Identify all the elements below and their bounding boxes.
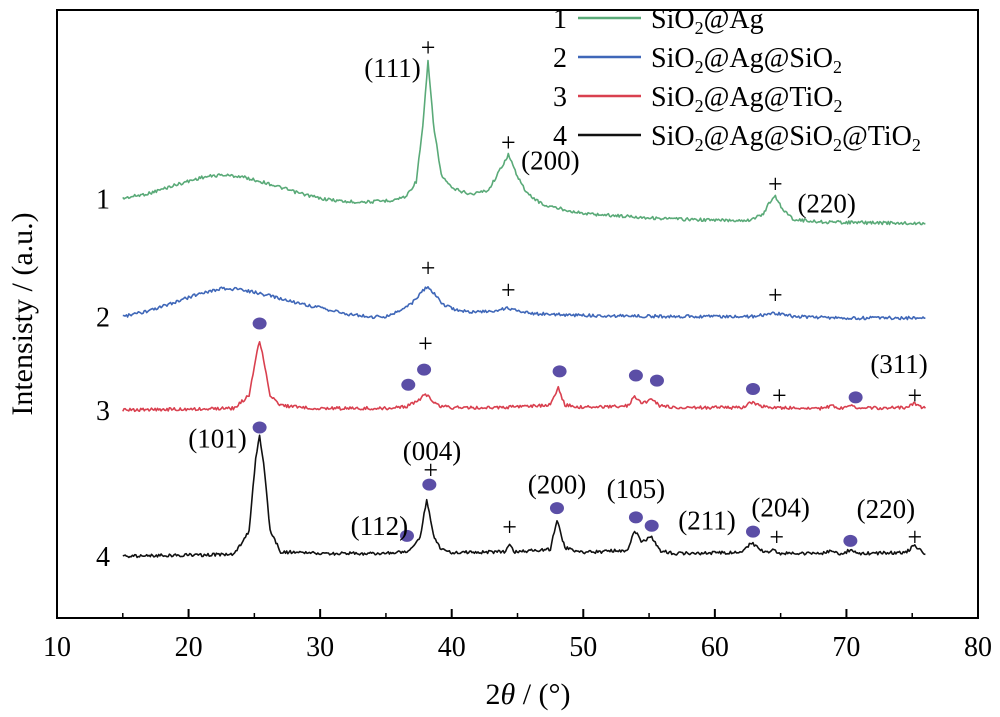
plus-marker: + [908,523,923,552]
legend-number: 2 [553,43,567,74]
circle-marker [417,363,432,376]
legend-number: 4 [553,121,567,152]
peak-label: (204) [751,492,809,522]
peak-label: (112) [351,511,408,541]
curve-label-1: 1 [96,184,110,215]
plus-marker: + [772,381,787,410]
series-line-4 [122,434,926,559]
circle-marker [552,365,567,378]
circle-marker [746,383,761,395]
peak-label: (101) [188,423,246,453]
circle-marker [252,421,267,434]
legend-label: SiO2@Ag@TiO2 [651,82,843,116]
series-line-2 [122,286,926,321]
legend-number: 1 [553,4,567,35]
peak-label: (220) [857,494,915,524]
plus-marker: + [423,455,438,484]
legend-label: SiO2@Ag@SiO2 [651,43,842,77]
curve-label-3: 3 [96,396,110,427]
circle-marker [848,391,863,404]
plus-marker: + [501,275,516,304]
legend-number: 3 [553,82,567,113]
plus-marker: + [502,513,517,542]
peak-label: (105) [607,474,665,504]
plus-marker: + [501,128,516,157]
x-axis-label: 2θ / (°) [485,678,570,711]
plus-marker: + [421,33,436,62]
plus-marker: + [769,523,784,552]
x-tick-label: 80 [964,632,992,663]
x-axis: 10 20 30 40 50 60 70 80 [43,609,992,663]
plus-marker: + [421,254,436,283]
legend-label: SiO2@Ag@SiO2@TiO2 [651,121,921,155]
x-tick-label: 10 [43,632,71,663]
circle-marker [843,534,858,547]
series-line-1 [122,59,926,226]
x-tick-label: 60 [701,632,729,663]
x-tick-label: 20 [175,632,203,663]
peak-label: (311) [870,349,927,379]
curve-label-4: 4 [96,542,110,573]
plus-marker: + [768,280,783,309]
series-line-3 [122,341,927,413]
peak-label: (220) [797,188,855,218]
peak-label: (211) [678,506,735,536]
plus-marker: + [418,329,433,358]
peak-label: (200) [521,146,579,176]
plus-marker: + [908,381,923,410]
circle-marker [422,478,437,491]
x-tick-label: 50 [569,632,597,663]
circle-marker [401,378,416,391]
circle-marker [628,511,643,524]
annotations-layer: (111) (200) (220) (311) (101) (004) (200) (105)… [188,53,928,541]
peak-label: (004) [403,436,461,466]
circle-marker [549,502,564,515]
peak-label: (111) [364,53,420,83]
circle-marker [746,525,761,538]
markers-layer: + + + + + + + + + + + + + [252,33,923,552]
circle-marker [252,317,267,330]
peak-label: (200) [528,470,586,500]
x-tick-label: 30 [306,632,334,663]
circle-marker [644,519,659,532]
x-tick-label: 40 [438,632,466,663]
x-tick-label: 70 [832,632,860,663]
plus-marker: + [768,169,783,198]
series-layer: 1 2 3 4 [96,59,927,573]
y-axis-label: Intensisty / (a.u.) [6,212,39,415]
circle-marker [628,369,643,382]
curve-label-2: 2 [96,302,110,333]
circle-marker [649,374,664,387]
legend-label: SiO2@Ag [651,4,764,38]
circle-marker [399,529,414,542]
legend: 1 SiO2@Ag 2 SiO2@Ag@SiO2 3 SiO2@Ag@TiO2 4 SiO2@… [553,4,921,155]
